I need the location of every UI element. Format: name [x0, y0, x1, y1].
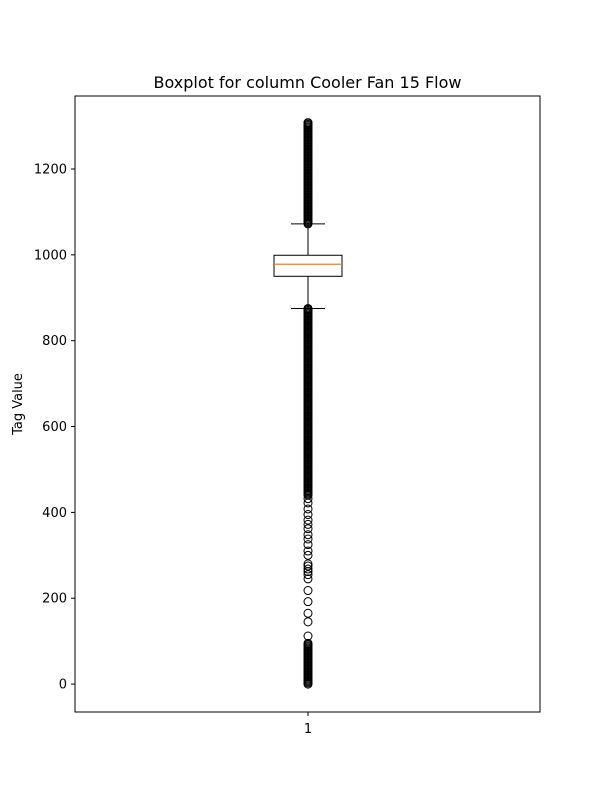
outlier-point [303, 586, 313, 596]
y-tick-label: 400 [42, 506, 67, 521]
iqr-box [273, 254, 343, 277]
outlier-point [303, 530, 313, 540]
x-tick-label: 1 [304, 722, 312, 737]
outlier-point [303, 608, 313, 618]
outlier-point [303, 617, 313, 627]
outlier-point [303, 597, 313, 607]
y-tick-label: 0 [59, 678, 67, 693]
outlier-point [303, 561, 313, 571]
outlier-point [303, 570, 313, 580]
chart-title: Boxplot for column Cooler Fan 15 Flow [154, 73, 462, 92]
y-tick-label: 800 [42, 334, 67, 349]
y-tick-label: 200 [42, 592, 67, 607]
outlier-point [303, 504, 313, 514]
y-axis: 0 200 400 600 800 1000 1200 [34, 162, 75, 693]
outlier-point [303, 515, 313, 525]
y-tick-label: 1200 [34, 162, 67, 177]
outlier-point [303, 524, 313, 534]
outlier-point [303, 638, 313, 648]
outlier-point [303, 574, 313, 584]
outlier-point [303, 546, 313, 556]
box-element [273, 223, 343, 309]
outlier-point [303, 559, 313, 569]
outlier-point [303, 494, 313, 504]
y-tick-label: 600 [42, 420, 67, 435]
outlier-point [303, 519, 313, 529]
outlier-points [303, 118, 313, 689]
outlier-point [303, 550, 313, 560]
outlier-point [303, 534, 313, 544]
y-axis-label: Tag Value [11, 373, 26, 436]
outlier-point [303, 631, 313, 641]
outlier-point [303, 118, 313, 128]
x-axis: 1 [304, 712, 312, 737]
y-tick-label: 1000 [34, 248, 67, 263]
outlier-point [303, 564, 313, 574]
outlier-point [303, 498, 313, 508]
outlier-point [303, 510, 313, 520]
outlier-point [303, 540, 313, 550]
